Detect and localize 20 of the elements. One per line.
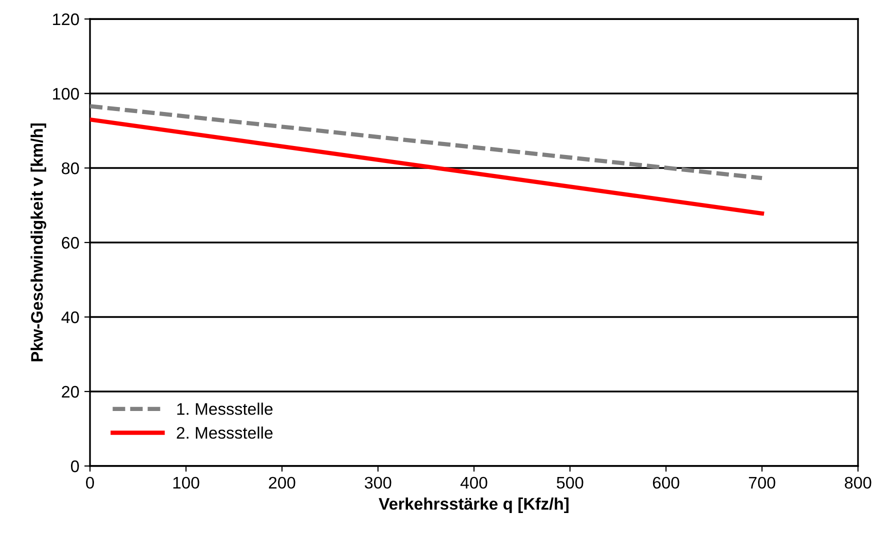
y-tick-label: 40 (61, 311, 79, 324)
x-tick-label: 700 (748, 476, 776, 489)
legend-label: 2. Messstelle (176, 426, 273, 439)
y-tick-label: 0 (70, 460, 79, 472)
x-tick-label: 600 (652, 476, 680, 489)
y-tick-label: 120 (53, 13, 79, 26)
x-tick-label: 0 (86, 476, 94, 489)
y-axis-title: Pkw-Geschwindigkeit v [km/h] (30, 123, 46, 362)
y-tick-label: 20 (62, 386, 79, 398)
x-tick-label: 500 (556, 476, 584, 489)
x-tick-label: 300 (364, 476, 392, 489)
y-tick-label: 80 (62, 162, 79, 174)
x-axis-title: Verkehrsstärke q [Kfz/h] (378, 498, 568, 514)
x-tick-label: 100 (173, 476, 200, 489)
y-tick-label: 100 (53, 88, 79, 100)
y-tick-label: 60 (62, 236, 79, 249)
x-tick-label: 400 (460, 476, 488, 489)
x-tick-label: 800 (844, 476, 872, 489)
x-tick-label: 200 (268, 476, 296, 489)
legend-label: 1. Messstelle (177, 402, 273, 415)
